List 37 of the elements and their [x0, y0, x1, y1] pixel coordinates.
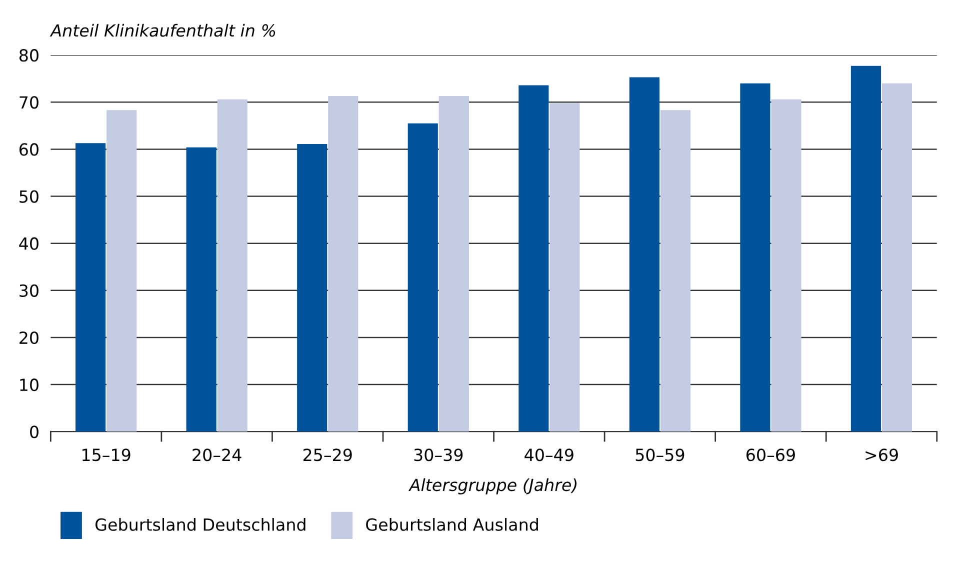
x-tick-label: 20–24: [192, 448, 242, 462]
y-tick-label: 10: [20, 378, 38, 392]
bar: [550, 103, 580, 432]
legend-label: Geburtsland Ausland: [366, 518, 538, 531]
bar: [297, 144, 328, 432]
x-axis-title: Altersgruppe (Jahre): [408, 478, 577, 494]
bar: [850, 66, 882, 432]
bar: [217, 99, 248, 432]
bar: [771, 99, 802, 432]
y-tick-label: 40: [19, 237, 38, 250]
bar: [186, 147, 216, 432]
x-tick-label: >69: [866, 448, 898, 462]
y-tick-label: 30: [20, 284, 38, 297]
bar: [76, 143, 106, 432]
x-tick-label: 40–49: [524, 448, 574, 462]
legend-label: Geburtsland Deutschland: [96, 518, 306, 531]
x-tick-label: 25–29: [303, 448, 352, 462]
bar: [882, 83, 912, 432]
bar: [740, 83, 770, 432]
x-tick-label: 15–19: [82, 448, 130, 462]
bar: [408, 123, 438, 432]
bar: [106, 110, 137, 432]
x-tick-label: 30–39: [414, 448, 463, 462]
bar: [629, 77, 660, 432]
y-tick-label: 0: [30, 426, 38, 438]
y-axis-title: Anteil Klinikaufenthalt in %: [50, 24, 276, 37]
bar: [328, 96, 358, 432]
bar: [518, 85, 549, 432]
y-tick-label: 80: [19, 49, 38, 62]
y-tick-label: 50: [20, 190, 38, 203]
x-tick-label: 50–59: [636, 448, 684, 462]
bar: [660, 110, 690, 432]
y-tick-label: 20: [20, 331, 38, 344]
x-tick-label: 60–69: [746, 448, 795, 462]
y-tick-label: 60: [20, 143, 38, 156]
bar: [438, 96, 469, 432]
y-tick-label: 70: [20, 96, 38, 109]
